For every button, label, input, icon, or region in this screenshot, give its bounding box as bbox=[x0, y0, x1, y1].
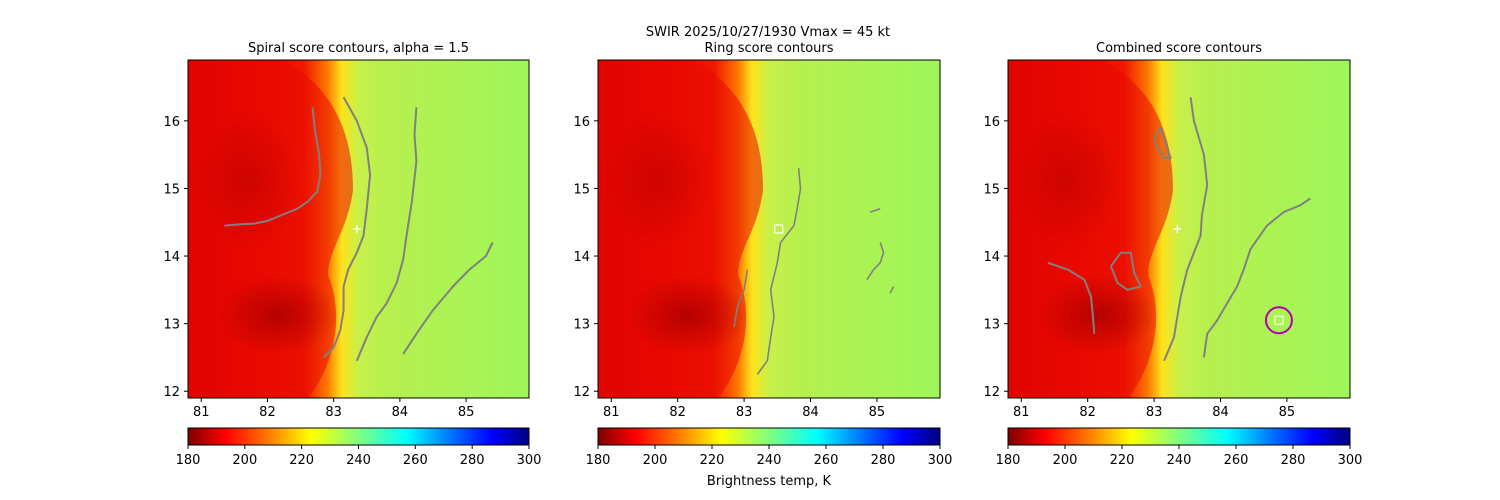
score-contour bbox=[1202, 197, 1311, 358]
center-plus-marker bbox=[352, 225, 361, 233]
x-tick-label: 83 bbox=[736, 405, 753, 420]
panel-title: Ring score contours bbox=[704, 41, 833, 56]
axes-frame bbox=[597, 59, 941, 399]
y-tick-label: 15 bbox=[573, 182, 590, 197]
colorbar-tick-label: 220 bbox=[700, 453, 725, 468]
y-tick-label: 16 bbox=[573, 115, 590, 130]
colorbar-tick-label: 300 bbox=[928, 453, 953, 468]
x-tick-label: 84 bbox=[1212, 405, 1229, 420]
x-tick-label: 84 bbox=[802, 405, 819, 420]
colorbar-tick-label: 260 bbox=[403, 453, 428, 468]
colorbar-tick-label: 280 bbox=[1281, 453, 1306, 468]
colorbar-tick-label: 180 bbox=[176, 453, 201, 468]
colorbar-tick-label: 280 bbox=[460, 453, 485, 468]
x-tick-label: 84 bbox=[392, 405, 409, 420]
brightness-field bbox=[598, 60, 940, 398]
axes-frame bbox=[1007, 59, 1351, 399]
colorbar-gradient bbox=[187, 427, 530, 446]
colorbar-gradient bbox=[1007, 427, 1351, 446]
y-tick-label: 14 bbox=[163, 250, 180, 265]
colorbar-label: Brightness temp, K bbox=[707, 474, 832, 489]
x-tick-label: 82 bbox=[1079, 405, 1096, 420]
score-contour bbox=[889, 286, 895, 294]
y-tick-label: 12 bbox=[163, 385, 180, 400]
colorbar-tick-label: 240 bbox=[1167, 453, 1192, 468]
x-tick-label: 85 bbox=[1279, 405, 1296, 420]
y-tick-label: 14 bbox=[983, 250, 1000, 265]
score-contour bbox=[733, 269, 749, 328]
panel-title: Combined score contours bbox=[1096, 41, 1262, 56]
colorbar: 180 200 220 240 260 280 300 bbox=[996, 427, 1363, 468]
colorbar-tick-label: 200 bbox=[1053, 453, 1078, 468]
colorbar-tick-label: 300 bbox=[1338, 453, 1363, 468]
colorbar-tick-label: 280 bbox=[871, 453, 896, 468]
y-tick-label: 15 bbox=[163, 182, 180, 197]
score-contour bbox=[1109, 251, 1142, 291]
colorbar-tick-label: 180 bbox=[586, 453, 611, 468]
chart-panels: Spiral score contours, alpha = 1.5 81 82 83… bbox=[163, 41, 1362, 468]
score-contour bbox=[866, 242, 885, 281]
score-contour bbox=[224, 107, 322, 227]
score-contour bbox=[402, 242, 494, 355]
score-contour bbox=[1163, 97, 1209, 362]
colorbar-tick-label: 200 bbox=[232, 453, 257, 468]
colorbar: 180 200 220 240 260 280 300 bbox=[176, 427, 542, 468]
y-tick-label: 12 bbox=[573, 385, 590, 400]
brightness-field bbox=[188, 60, 529, 398]
x-tick-label: 81 bbox=[193, 405, 210, 420]
score-contour bbox=[322, 96, 372, 359]
colorbar-tick-label: 240 bbox=[346, 453, 371, 468]
x-tick-label: 82 bbox=[669, 405, 686, 420]
x-tick-label: 83 bbox=[325, 405, 342, 420]
center-plus-marker bbox=[1173, 225, 1182, 233]
colorbar: 180 200 220 240 260 280 300 bbox=[586, 427, 953, 468]
y-tick-label: 13 bbox=[573, 318, 590, 333]
cold-region-upper bbox=[1013, 110, 1123, 250]
x-tick-label: 81 bbox=[603, 405, 620, 420]
panel-1: Spiral score contours, alpha = 1.5 81 82 83… bbox=[163, 41, 541, 468]
y-tick-label: 16 bbox=[163, 115, 180, 130]
x-tick-label: 85 bbox=[458, 405, 475, 420]
figure-suptitle: SWIR 2025/10/27/1930 Vmax = 45 kt bbox=[646, 25, 890, 40]
y-tick-label: 13 bbox=[983, 318, 1000, 333]
panel-2: Ring score contours 81 82 83 84 85 12 13 14 15 16 1… bbox=[573, 41, 952, 468]
y-tick-label: 12 bbox=[983, 385, 1000, 400]
colorbar-tick-label: 260 bbox=[1224, 453, 1249, 468]
colorbar-tick-label: 300 bbox=[517, 453, 542, 468]
colorbar-gradient bbox=[597, 427, 941, 446]
y-tick-label: 13 bbox=[163, 318, 180, 333]
x-tick-label: 82 bbox=[259, 405, 276, 420]
center-square-marker bbox=[774, 224, 784, 234]
score-contour bbox=[1153, 126, 1172, 159]
panel-3: Combined score contours 81 82 83 84 85 12 13 14 1… bbox=[983, 41, 1362, 468]
x-tick-label: 85 bbox=[869, 405, 886, 420]
colorbar-tick-label: 240 bbox=[757, 453, 782, 468]
colorbar-tick-label: 220 bbox=[1110, 453, 1135, 468]
panel-title: Spiral score contours, alpha = 1.5 bbox=[248, 41, 469, 56]
colorbar-tick-label: 260 bbox=[814, 453, 839, 468]
x-tick-label: 83 bbox=[1146, 405, 1163, 420]
colorbar-tick-label: 180 bbox=[996, 453, 1021, 468]
cold-region-upper bbox=[193, 110, 303, 250]
y-tick-label: 15 bbox=[983, 182, 1000, 197]
brightness-field bbox=[1008, 60, 1350, 398]
best-center-circle bbox=[1264, 306, 1293, 335]
coldest-region bbox=[628, 275, 748, 355]
y-tick-label: 14 bbox=[573, 250, 590, 265]
colorbar-tick-label: 200 bbox=[643, 453, 668, 468]
score-contour bbox=[870, 207, 881, 213]
score-contour bbox=[1047, 261, 1096, 334]
x-tick-label: 81 bbox=[1013, 405, 1030, 420]
best-center-square bbox=[1274, 315, 1284, 325]
coldest-region bbox=[1038, 275, 1158, 355]
coldest-region bbox=[218, 275, 338, 355]
colorbar-tick-label: 220 bbox=[289, 453, 314, 468]
axes-frame bbox=[187, 59, 530, 399]
score-contour bbox=[355, 107, 418, 362]
y-tick-label: 16 bbox=[983, 115, 1000, 130]
cold-region-upper bbox=[603, 110, 713, 250]
score-contour bbox=[756, 168, 802, 375]
